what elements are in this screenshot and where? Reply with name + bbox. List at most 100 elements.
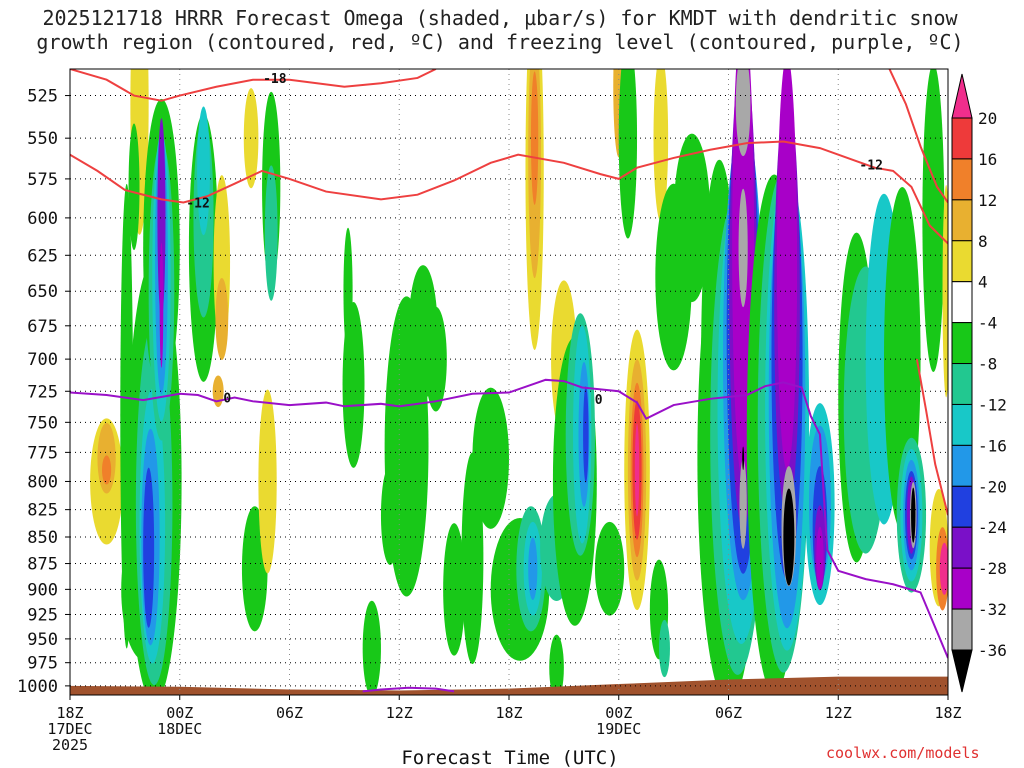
omega-cell-61 xyxy=(634,423,640,517)
x-tick-label-1-0: 00Z xyxy=(166,704,193,722)
omega-cell-92 xyxy=(816,526,824,590)
omega-cell-11 xyxy=(143,467,155,628)
colorbar-label-5: -4 xyxy=(978,314,997,333)
contour-label-zero-a: 0 xyxy=(223,392,231,407)
colorbar-label-2: 12 xyxy=(978,191,997,210)
omega-cell-54 xyxy=(594,521,625,616)
contour-label-minus18: -18 xyxy=(263,72,287,87)
omega-cell-64 xyxy=(653,69,669,222)
colorbar-label-3: 8 xyxy=(978,232,988,251)
freezing-level-contour xyxy=(70,378,948,659)
omega-cell-5 xyxy=(128,123,140,251)
y-tick-label-900: 900 xyxy=(27,580,58,600)
y-tick-label-675: 675 xyxy=(27,317,58,337)
colorbar-label-0: 20 xyxy=(978,109,997,128)
colorbar-swatch-9 xyxy=(951,485,973,528)
omega-shading xyxy=(90,69,948,695)
y-tick-label-750: 750 xyxy=(27,413,58,433)
colorbar-label-6: -8 xyxy=(978,355,997,374)
y-tick-label-850: 850 xyxy=(27,528,58,548)
y-tick-label-875: 875 xyxy=(27,555,58,575)
dgz-contour-minus12 xyxy=(70,140,948,245)
colorbar-swatch-4 xyxy=(951,281,973,324)
terrain-fill xyxy=(70,676,948,695)
x-tick-label-2-0: 06Z xyxy=(276,704,303,722)
x-tick-label-6-0: 06Z xyxy=(715,704,742,722)
omega-cell-20 xyxy=(197,106,210,236)
x-tick-label-0-1: 17DEC xyxy=(47,720,92,738)
colorbar-swatch-11 xyxy=(951,567,973,610)
omega-cell-63 xyxy=(658,619,670,678)
title-line-1: 2025121718 HRRR Forecast Omega (shaded, … xyxy=(42,6,958,30)
colorbar-swatch-12 xyxy=(951,608,973,651)
omega-cell-30 xyxy=(342,301,365,468)
omega-cell-23 xyxy=(212,375,224,408)
y-tick-label-625: 625 xyxy=(27,246,58,266)
colorbar-label-7: -12 xyxy=(978,395,1007,414)
omega-cell-66 xyxy=(673,133,711,303)
colorbar-swatch-1 xyxy=(951,158,973,201)
omega-cell-28 xyxy=(264,165,278,301)
omega-cell-76 xyxy=(738,188,748,308)
omega-cell-109 xyxy=(942,185,948,398)
contour-label-minus12-a: -12 xyxy=(186,196,209,211)
x-tick-label-5-0: 00Z xyxy=(605,704,632,722)
dgz-contour-minus18 xyxy=(70,69,437,102)
omega-cell-2 xyxy=(102,455,112,485)
colorbar-swatch-8 xyxy=(951,444,973,487)
colorbar-top-arrow xyxy=(951,73,973,119)
omega-cell-93 xyxy=(839,526,849,570)
x-tick-label-0-2: 2025 xyxy=(52,736,88,754)
omega-cell-47 xyxy=(549,634,564,695)
colorbar-label-9: -20 xyxy=(978,477,1007,496)
x-tick-label-3-0: 12Z xyxy=(386,704,413,722)
y-tick-label-975: 975 xyxy=(27,654,58,674)
omega-cell-17 xyxy=(159,242,164,368)
surface-terrain xyxy=(70,676,948,695)
colorbar-swatch-2 xyxy=(951,199,973,242)
x-tick-label-4-0: 18Z xyxy=(495,704,522,722)
omega-cell-24 xyxy=(243,88,259,189)
y-tick-label-600: 600 xyxy=(27,209,58,229)
y-tick-label-825: 825 xyxy=(27,501,58,521)
contour-label-minus12-b: -12 xyxy=(859,158,882,173)
colorbar-swatch-5 xyxy=(951,322,973,365)
credit-text: coolwx.com/models xyxy=(826,744,980,762)
y-tick-label-550: 550 xyxy=(27,129,58,149)
colorbar-swatch-10 xyxy=(951,526,973,569)
freezing-level-small-loop xyxy=(362,686,455,693)
colorbar-swatch-3 xyxy=(951,240,973,283)
omega-cell-38 xyxy=(472,387,510,529)
colorbar-label-11: -28 xyxy=(978,559,1007,578)
dgz-contour-right-branch xyxy=(888,69,948,204)
contour-label-zero-b: 0 xyxy=(595,393,603,408)
omega-cell-87 xyxy=(783,488,795,586)
omega-cell-75 xyxy=(735,69,751,157)
y-tick-label-800: 800 xyxy=(27,472,58,492)
y-axis-ticks: 525 550 575 600 625 650 675 700 725 750 775 800 825 8… xyxy=(17,87,70,697)
colorbar-label-12: -32 xyxy=(978,600,1007,619)
y-tick-label-925: 925 xyxy=(27,605,58,625)
colorbar-swatch-7 xyxy=(951,403,973,446)
omega-cell-85 xyxy=(776,69,798,470)
x-tick-label-8-0: 18Z xyxy=(934,704,961,722)
y-tick-label-725: 725 xyxy=(27,382,58,402)
omega-cell-16 xyxy=(157,118,166,318)
omega-cell-78 xyxy=(742,446,745,471)
chart-title: 2025121718 HRRR Forecast Omega (shaded, … xyxy=(0,6,1000,54)
y-tick-label-1000: 1000 xyxy=(17,677,58,697)
x-tick-label-5-1: 19DEC xyxy=(596,720,641,738)
omega-cell-77 xyxy=(739,459,747,549)
omega-cell-108 xyxy=(939,542,948,595)
colorbar-swatch-6 xyxy=(951,363,973,405)
omega-cell-22 xyxy=(215,277,229,361)
colorbar: 20 16 12 8 4 -4 -8 -12 -16 -20 -24 -28 -32 -36 xyxy=(951,73,1007,693)
colorbar-bottom-arrow xyxy=(951,649,973,693)
colorbar-label-4: 4 xyxy=(978,273,988,292)
x-axis-label: Forecast Time (UTC) xyxy=(401,747,618,768)
y-tick-label-950: 950 xyxy=(27,630,58,650)
y-tick-label-650: 650 xyxy=(27,282,58,302)
y-tick-label-700: 700 xyxy=(27,350,58,370)
